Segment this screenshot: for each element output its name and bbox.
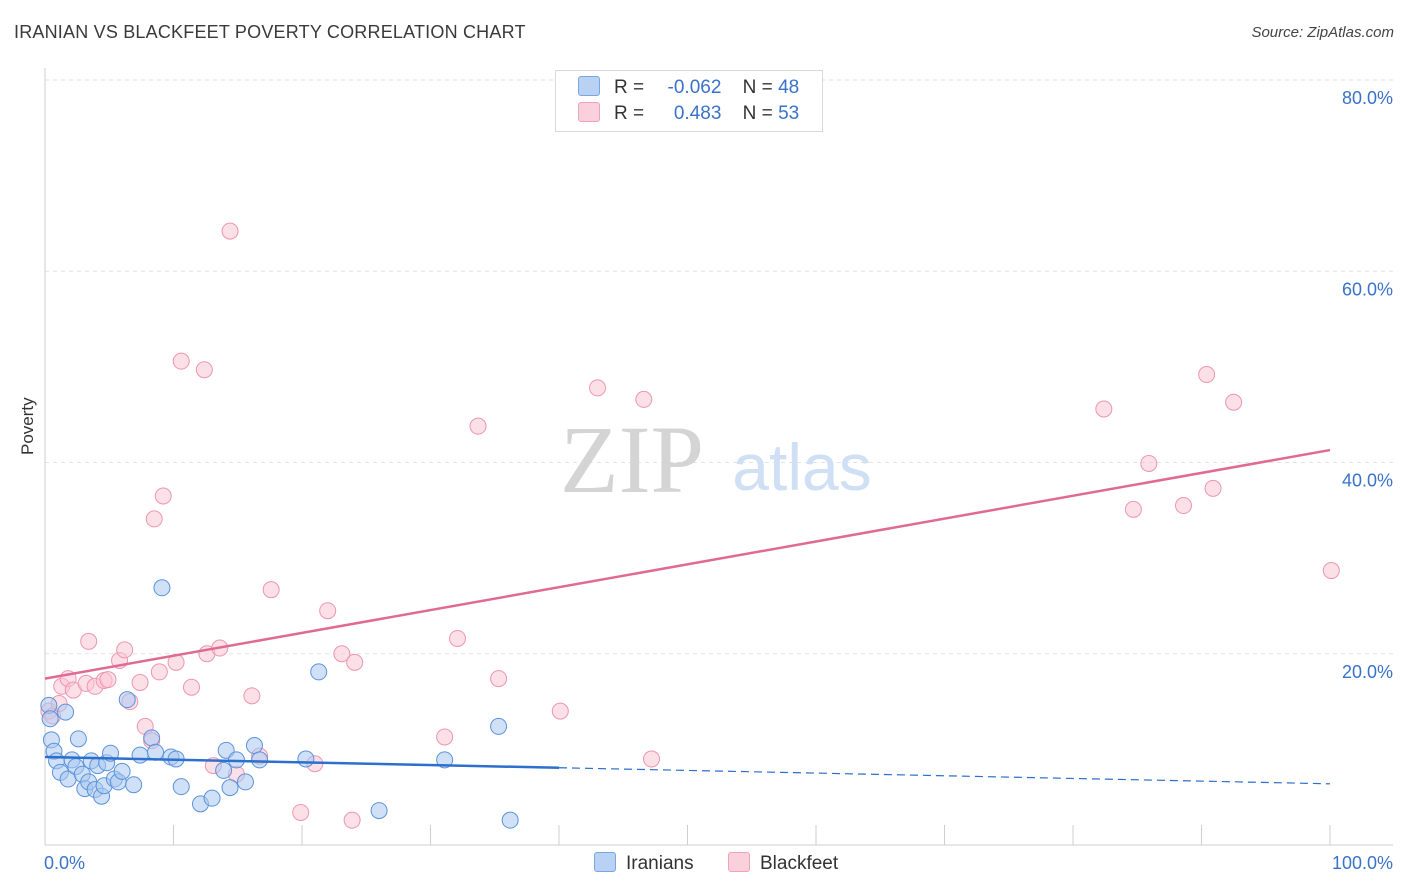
iranians-point — [490, 717, 508, 735]
x-tick-label-max: 100.0% — [1332, 853, 1393, 873]
iranians-point — [131, 746, 149, 764]
blackfeet-point — [262, 581, 280, 599]
iranians-point — [370, 802, 388, 820]
blackfeet-point — [346, 653, 364, 671]
iranians-point — [113, 762, 131, 780]
blackfeet-points — [40, 222, 1340, 829]
r-label: R = — [614, 103, 645, 124]
blackfeet-point — [99, 671, 117, 689]
blackfeet-legend-swatch — [728, 852, 750, 872]
blackfeet-point — [131, 673, 149, 691]
blackfeet-point — [182, 678, 200, 696]
blackfeet-point — [333, 645, 351, 663]
iranians-point — [147, 743, 165, 761]
watermark-atlas: atlas — [732, 430, 871, 504]
blackfeet-point — [436, 728, 454, 746]
blackfeet-point — [448, 629, 466, 647]
blackfeet-point — [490, 670, 508, 688]
y-tick-label: 40.0% — [1342, 471, 1393, 491]
legend-label-blackfeet: Blackfeet — [760, 853, 839, 874]
blackfeet-point — [1140, 454, 1158, 472]
legend-row-blackfeet: R = 0.483 N = 53 — [578, 102, 799, 126]
iranians-point — [501, 811, 519, 829]
chart-title: IRANIAN VS BLACKFEET POVERTY CORRELATION… — [14, 22, 526, 42]
blackfeet-point — [154, 487, 172, 505]
iranians-swatch — [578, 76, 600, 96]
r-label: R = — [614, 77, 645, 98]
iranians-point — [436, 751, 454, 769]
blackfeet-point — [1175, 497, 1193, 515]
iranians-points — [40, 579, 519, 829]
iranians-point — [125, 776, 143, 794]
r-value-iranians: -0.062 — [667, 77, 722, 98]
n-label: N = — [742, 77, 773, 98]
axes — [44, 68, 1393, 846]
y-tick-label: 20.0% — [1342, 662, 1393, 682]
iranians-point — [118, 691, 136, 709]
x-tick-label-min: 0.0% — [44, 853, 85, 873]
iranians-point — [41, 710, 59, 728]
blackfeet-point — [195, 361, 213, 379]
blackfeet-point — [80, 632, 98, 650]
blackfeet-point — [343, 811, 361, 829]
iranians-legend-swatch — [594, 852, 616, 872]
n-value-blackfeet: 53 — [778, 103, 800, 124]
blackfeet-point — [635, 390, 653, 408]
iranians-trend-line-dashed — [558, 767, 1331, 785]
iranians-point — [143, 729, 161, 747]
iranians-point — [203, 789, 221, 807]
y-tick-label: 80.0% — [1342, 88, 1393, 108]
gridlines — [45, 79, 1393, 655]
blackfeet-point — [1124, 500, 1142, 518]
blackfeet-point — [319, 602, 337, 620]
blackfeet-trend-line-solid — [44, 448, 1331, 680]
blackfeet-point — [145, 510, 163, 528]
blackfeet-point — [292, 803, 310, 821]
blackfeet-point — [1322, 562, 1340, 580]
blackfeet-point — [643, 750, 661, 768]
iranians-point — [221, 779, 239, 797]
y-tick-labels: 20.0% 40.0% 60.0% 80.0% — [1342, 88, 1393, 682]
legend-item-blackfeet[interactable]: Blackfeet — [728, 852, 838, 875]
correlation-legend: R = -0.062 N = 48 R = 0.483 N = 53 — [555, 70, 823, 132]
blackfeet-point — [243, 687, 261, 705]
blackfeet-point — [1204, 479, 1222, 497]
r-value-blackfeet: 0.483 — [673, 103, 722, 124]
iranians-point — [297, 750, 315, 768]
iranians-point — [310, 663, 328, 681]
blackfeet-point — [1198, 366, 1216, 384]
legend-item-iranians[interactable]: Iranians — [594, 852, 694, 875]
legend-row-iranians: R = -0.062 N = 48 — [578, 76, 799, 100]
y-axis-label: Poverty — [18, 397, 37, 455]
source-label: Source: ZipAtlas.com — [1251, 24, 1394, 41]
legend-label-iranians: Iranians — [626, 853, 694, 874]
blackfeet-point — [116, 641, 134, 659]
trend-lines — [44, 448, 1331, 785]
n-label: N = — [742, 103, 773, 124]
blackfeet-swatch — [578, 102, 600, 122]
iranians-point — [215, 761, 233, 779]
iranians-point — [172, 778, 190, 796]
iranians-point — [236, 773, 254, 791]
blackfeet-point — [221, 222, 239, 240]
blackfeet-point — [469, 417, 487, 435]
blackfeet-point — [172, 352, 190, 370]
blackfeet-point — [551, 702, 569, 720]
blackfeet-point — [589, 379, 607, 397]
n-value-iranians: 48 — [778, 77, 800, 98]
iranians-point — [69, 730, 87, 748]
blackfeet-point — [1095, 400, 1113, 418]
iranians-point — [245, 737, 263, 755]
y-tick-label: 60.0% — [1342, 279, 1393, 299]
iranians-trend-line-solid — [44, 755, 560, 769]
blackfeet-point — [1225, 393, 1243, 411]
watermark-zip: ZIP — [560, 406, 704, 513]
iranians-point — [57, 703, 75, 721]
watermark: ZIP atlas — [560, 406, 872, 513]
blackfeet-point — [150, 663, 168, 681]
iranians-point — [251, 751, 269, 769]
iranians-point — [153, 579, 171, 597]
